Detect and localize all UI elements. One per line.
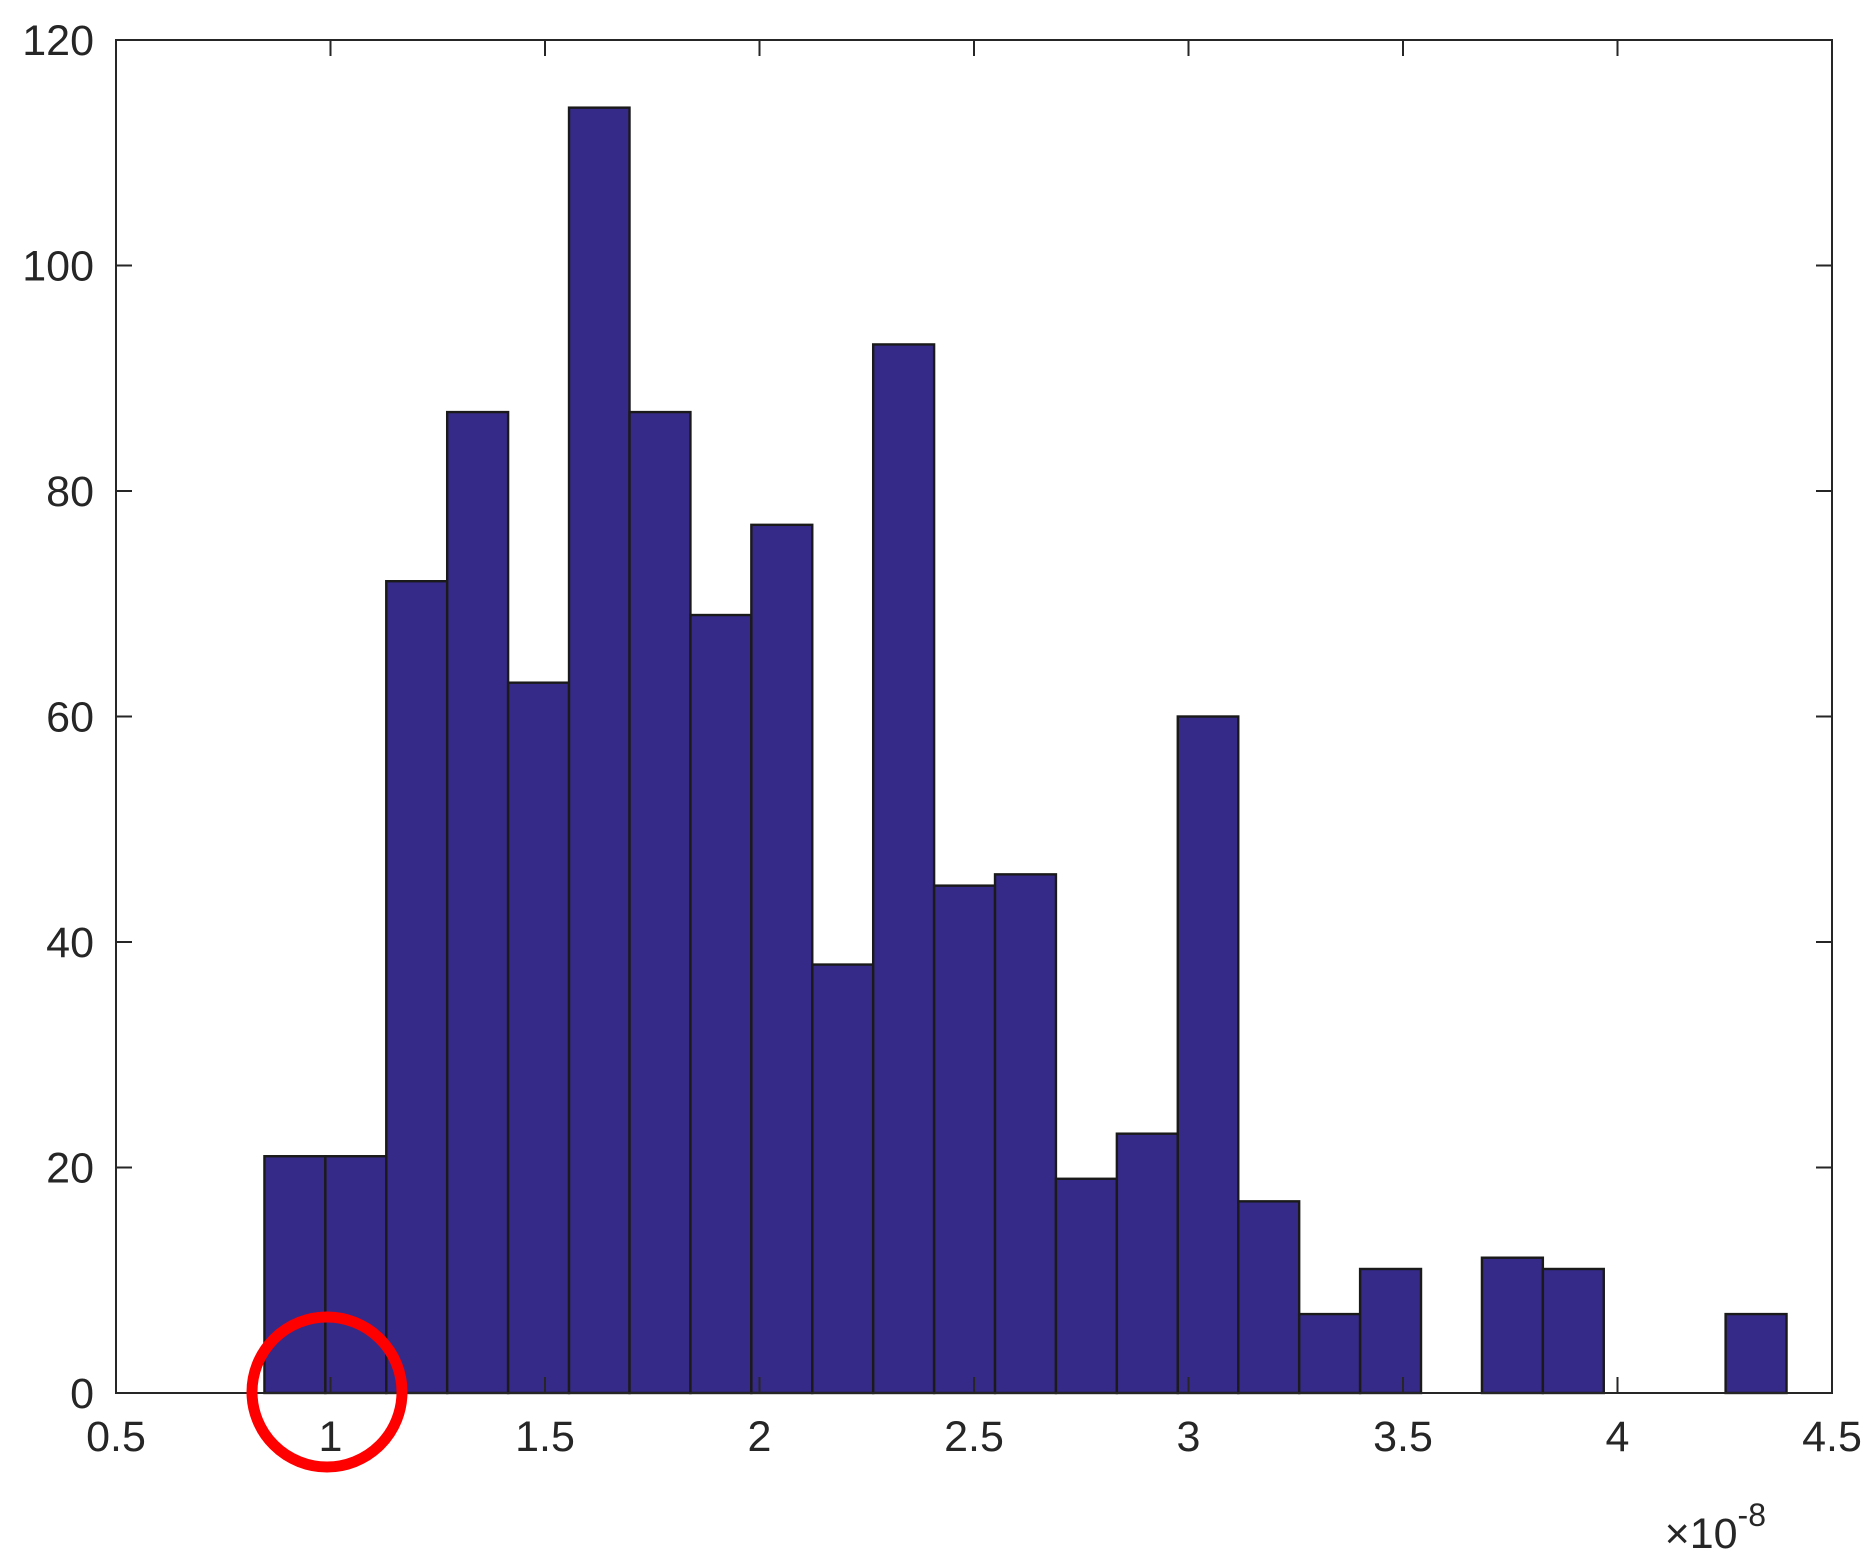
bar: [1115, 1132, 1179, 1395]
bar: [689, 613, 753, 1395]
y-tick-label: 20: [46, 1145, 94, 1193]
x-tick-label: 1: [319, 1413, 343, 1461]
bar: [263, 1155, 327, 1395]
highlight-circle: [246, 1311, 408, 1473]
bar: [506, 681, 571, 1395]
bar: [324, 1155, 388, 1395]
x-tick-label: 3.5: [1373, 1413, 1433, 1461]
bar: [1358, 1267, 1423, 1395]
x-tick-label: 2: [748, 1413, 772, 1461]
bar: [445, 410, 510, 1395]
x-multiplier: ×10-8: [1665, 1497, 1766, 1558]
bar: [1480, 1256, 1545, 1395]
bar: [567, 106, 631, 1395]
x-tick-label: 4: [1606, 1413, 1630, 1461]
x-tick-label: 3: [1177, 1413, 1201, 1461]
x-tick-label: 2.5: [944, 1413, 1004, 1461]
y-tick-label: 100: [22, 243, 94, 291]
bar: [1297, 1312, 1362, 1395]
bar: [1541, 1267, 1605, 1395]
x-multiplier-base: ×10: [1665, 1510, 1738, 1558]
bar: [993, 873, 1058, 1395]
y-tick-label: 40: [46, 919, 94, 967]
bar: [811, 963, 875, 1395]
bar: [871, 343, 936, 1395]
bar: [1724, 1312, 1788, 1395]
bar: [628, 410, 692, 1395]
y-tick-label: 80: [46, 468, 94, 516]
bar: [750, 523, 814, 1395]
x-multiplier-exponent: -8: [1738, 1497, 1766, 1533]
x-tick-label: 4.5: [1802, 1413, 1862, 1461]
bar: [1176, 715, 1240, 1395]
bar: [932, 884, 997, 1395]
y-tick-label: 60: [46, 694, 94, 742]
bar: [1237, 1200, 1301, 1395]
x-tick-label: 0.5: [86, 1413, 146, 1461]
bar: [1054, 1177, 1119, 1395]
y-tick-label: 0: [70, 1370, 94, 1418]
bar: [385, 580, 449, 1395]
x-tick-label: 1.5: [515, 1413, 575, 1461]
y-tick-label: 120: [22, 17, 94, 65]
